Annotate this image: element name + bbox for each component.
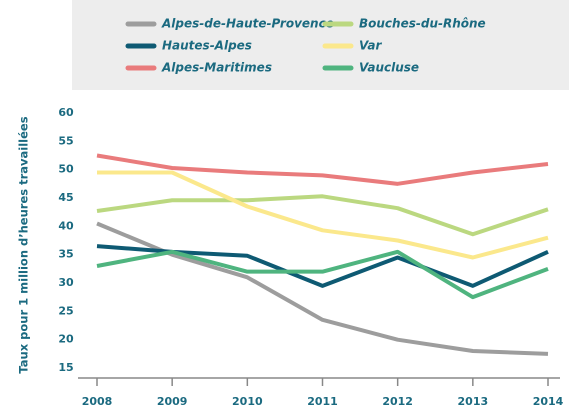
legend-label: Hautes-Alpes (162, 39, 252, 53)
series-line (96, 221, 549, 356)
y-tick-label: 55 (58, 134, 73, 147)
x-tick-label: 2008 (82, 395, 113, 408)
y-tick-label: 50 (58, 163, 74, 176)
legend-label: Var (359, 39, 382, 53)
x-tick-label: 2009 (157, 395, 188, 408)
x-tick-label: 2014 (533, 395, 564, 408)
legend-label: Alpes-de-Haute-Provence (161, 17, 334, 31)
x-tick-label: 2013 (458, 395, 489, 408)
y-tick-label: 35 (58, 248, 73, 261)
series-line (96, 153, 549, 186)
y-tick-label: 25 (58, 304, 73, 317)
x-tick-label: 2010 (232, 395, 263, 408)
x-tick-label: 2011 (307, 395, 338, 408)
series-line (97, 170, 549, 260)
legend-label: Vaucluse (359, 61, 419, 75)
y-tick-label: 60 (58, 106, 74, 119)
y-tick-label: 20 (58, 333, 74, 346)
series-line (96, 194, 549, 237)
y-tick-label: 30 (58, 276, 74, 289)
y-tick-label: 45 (58, 191, 73, 204)
legend-label: Bouches-du-Rhône (359, 17, 486, 31)
x-tick-label: 2012 (382, 395, 413, 408)
y-tick-label: 40 (58, 219, 74, 232)
series-line (96, 249, 549, 300)
y-tick-label: 15 (58, 361, 73, 374)
y-axis-label: Taux pour 1 million d’heures travaillées (17, 116, 31, 373)
legend-label: Alpes-Maritimes (161, 61, 272, 75)
